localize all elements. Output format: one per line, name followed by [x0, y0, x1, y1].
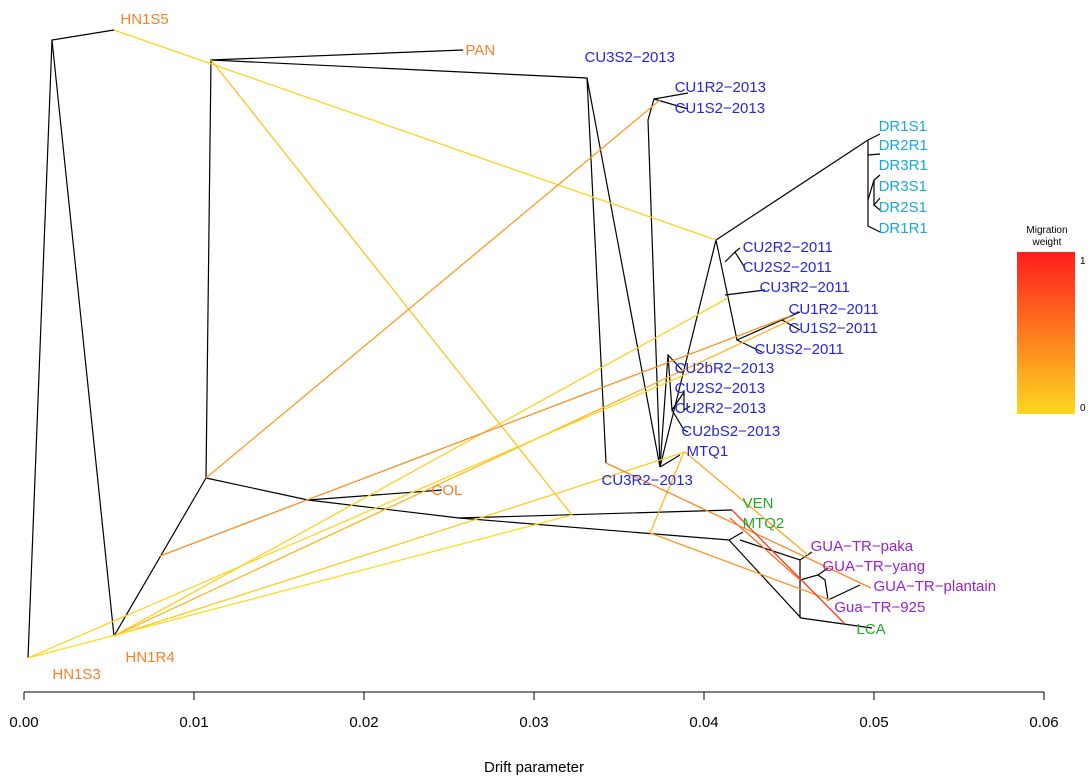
legend-title-line1: Migration — [1026, 225, 1067, 236]
tip-label: MTQ1 — [687, 443, 729, 460]
x-tick-label: 0.00 — [9, 714, 38, 731]
tree-edge — [734, 251, 746, 269]
tip-label: CU3S2−2013 — [585, 49, 675, 66]
tree-edge — [51, 39, 115, 637]
tree-edge — [210, 59, 607, 464]
tree-edge — [728, 539, 873, 629]
tip-label: DR3R1 — [879, 157, 928, 174]
x-tick-label: 0.02 — [349, 714, 378, 731]
migration-edge — [113, 451, 686, 637]
migration-edge — [27, 362, 713, 659]
tip-label: CU3R2−2013 — [602, 472, 693, 489]
tip-label: LCA — [857, 621, 886, 638]
tree-edge — [667, 354, 691, 412]
legend-min-label: 0 — [1080, 403, 1086, 414]
legend-color-bar — [1017, 252, 1075, 414]
migration-edge — [684, 451, 809, 556]
tip-label: DR1R1 — [879, 220, 928, 237]
x-tick-label: 0.05 — [859, 714, 888, 731]
tree-edge — [113, 49, 464, 637]
tip-label: CU1S2−2011 — [789, 320, 878, 337]
legend-max-label: 1 — [1080, 256, 1086, 267]
tip-label: GUA−TR−plantain — [874, 578, 997, 595]
x-axis-ticks: 0.00 0.01 0.02 0.03 0.04 0.05 0.06 — [9, 692, 1059, 731]
tip-label: DR2S1 — [879, 199, 927, 216]
tip-label: MTQ2 — [743, 515, 785, 532]
tree-edge — [647, 92, 689, 468]
tip-label: CU2R2−2013 — [675, 400, 766, 417]
tip-label: CU1S2−2013 — [675, 100, 765, 117]
tree-edge — [724, 247, 741, 263]
tree-edge — [873, 204, 881, 211]
x-axis: 0.00 0.01 0.02 0.03 0.04 0.05 0.06 Drift param… — [9, 691, 1059, 776]
tree-edge — [458, 517, 744, 541]
tree-edge — [586, 77, 661, 468]
tree-edge — [781, 319, 801, 331]
tree-edge — [659, 133, 881, 468]
migration-edge — [731, 509, 846, 625]
migration-edge — [649, 532, 831, 601]
tip-label: HN1R4 — [126, 649, 175, 666]
tip-label: CU2bS2−2013 — [681, 423, 780, 440]
tree-edge — [724, 289, 766, 296]
tip-label: DR1S1 — [879, 118, 927, 135]
x-tick-label: 0.01 — [179, 714, 208, 731]
tip-label: DR3S1 — [879, 178, 927, 195]
migration-edge — [113, 297, 729, 637]
tree-edge — [205, 477, 443, 501]
migration-weight-legend: Migration weight 1 0 — [1017, 225, 1086, 414]
x-axis-title: Drift parameter — [484, 759, 584, 776]
migration-edge — [113, 317, 796, 637]
x-tick-label: 0.06 — [1029, 714, 1058, 731]
tip-label: CU2S2−2013 — [675, 380, 765, 397]
migration-edges — [27, 29, 872, 659]
tree-edge — [867, 153, 881, 156]
x-tick-label: 0.04 — [689, 714, 718, 731]
tip-label: CU1R2−2011 — [789, 301, 879, 318]
tip-label: PAN — [466, 42, 496, 59]
tip-label: Gua−TR−925 — [834, 599, 925, 616]
tip-label: GUA−TR−paka — [811, 538, 914, 555]
tree-edges — [27, 29, 881, 659]
tree-edge — [671, 409, 689, 433]
x-tick-label: 0.03 — [519, 714, 548, 731]
migration-edge — [205, 99, 661, 479]
tip-label: CU1R2−2013 — [675, 79, 766, 96]
tip-label: CU3R2−2011 — [760, 279, 850, 296]
tree-edge — [817, 574, 861, 601]
tip-label: DR2R1 — [879, 137, 928, 154]
tip-label: GUA−TR−yang — [823, 558, 926, 575]
migration-edge — [649, 451, 685, 534]
migration-edge — [729, 517, 801, 581]
tip-label: VEN — [743, 495, 774, 512]
migration-edge — [210, 59, 573, 516]
tip-label: CU2S2−2011 — [743, 259, 832, 276]
tip-label: CU2bR2−2013 — [675, 360, 775, 377]
tree-edge — [27, 29, 115, 659]
tip-label: COL — [432, 482, 463, 499]
tree-edge — [659, 454, 681, 468]
tree-edge — [867, 140, 881, 233]
tip-label: CU3S2−2011 — [755, 341, 844, 358]
legend-title-line2: weight — [1032, 237, 1062, 248]
migration-edge — [159, 315, 791, 557]
tip-label: CU2R2−2011 — [743, 239, 833, 256]
tip-label: HN1S3 — [52, 666, 100, 683]
migration-edge — [27, 514, 573, 659]
tip-label: HN1S5 — [120, 11, 168, 28]
